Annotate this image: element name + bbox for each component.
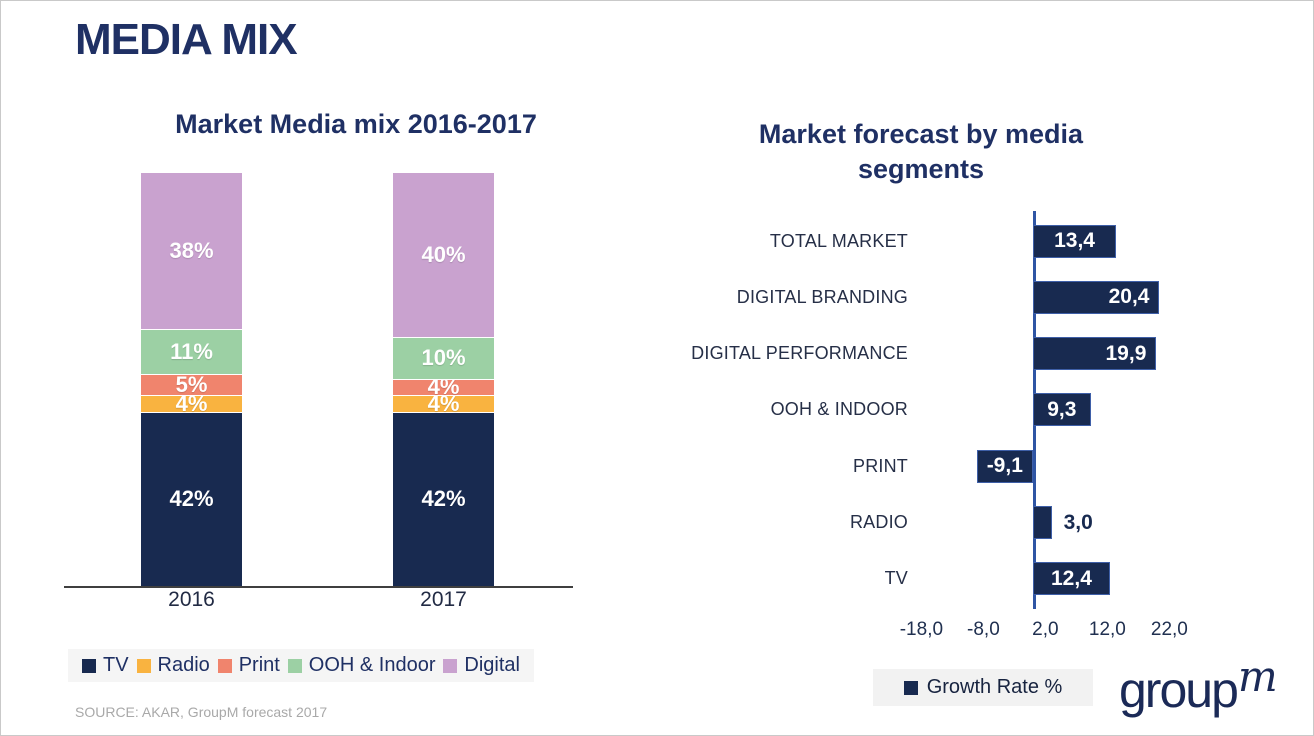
bar-digital-performance: 19,9 <box>1033 337 1157 370</box>
legend-item-digital: Digital <box>443 654 520 677</box>
bar-value-label: 12,4 <box>1051 566 1092 590</box>
logo-text-m: m <box>1237 652 1278 701</box>
segment-2016-radio: 4% <box>141 390 242 416</box>
x-tick-label-12-0: 12,0 <box>1088 619 1126 640</box>
category-label-ooh-indoor: OOH & INDOOR <box>770 399 908 420</box>
legend-label-digital: Digital <box>464 654 520 676</box>
segment-2016-print: 5% <box>141 372 242 398</box>
legend-label-radio: Radio <box>157 654 210 676</box>
bar-ooh-indoor: 9,3 <box>1033 393 1091 427</box>
legend-swatch-print <box>217 658 232 673</box>
legend-label-growth-rate: Growth Rate % <box>926 676 1063 698</box>
segment-2016-tv: 42% <box>141 412 242 586</box>
groupm-logo: groupm <box>1119 652 1278 719</box>
bar-radio <box>1033 505 1052 539</box>
legend-swatch-radio <box>136 658 151 673</box>
legend-item-ooh-indoor: OOH & Indoor <box>287 654 436 677</box>
segment-value-label: 38% <box>169 237 214 263</box>
legend-swatch-ooh-indoor <box>287 658 302 673</box>
category-label-total-market: TOTAL MARKET <box>769 230 908 251</box>
bar-value-label: 20,4 <box>1108 285 1150 309</box>
legend-label-tv: TV <box>103 654 129 676</box>
legend-swatch-digital <box>443 658 458 673</box>
legend-item-print: Print <box>217 654 280 677</box>
bar-print: -9,1 <box>976 449 1033 483</box>
category-label-2017: 2017 <box>420 588 467 611</box>
growth-rate-legend: Growth Rate % <box>873 669 1093 706</box>
x-tick-label-18-0: -18,0 <box>899 619 944 640</box>
bar-value-label: 3,0 <box>1063 510 1093 534</box>
category-label-digital-branding: DIGITAL BRANDING <box>736 286 908 307</box>
legend-swatch-tv <box>82 658 96 673</box>
bar-value-label: 9,3 <box>1047 397 1077 421</box>
segment-value-label: 4% <box>175 390 208 416</box>
segment-value-label: 42% <box>169 486 214 512</box>
segment-2016-ooh-indoor: 11% <box>141 329 242 376</box>
segment-value-label: 10% <box>421 345 466 371</box>
segment-2017-digital: 40% <box>393 173 494 339</box>
x-tick-label-22-0: 22,0 <box>1150 619 1188 640</box>
segment-2016-digital: 38% <box>141 173 242 330</box>
segment-2017-radio: 4% <box>393 390 494 416</box>
source-note: SOURCE: AKAR, GroupM forecast 2017 <box>75 704 328 720</box>
legend-item-tv: TV <box>82 654 129 677</box>
segment-2017-tv: 42% <box>393 412 494 586</box>
segment-2017-ooh-indoor: 10% <box>393 338 494 380</box>
bar-total-market: 13,4 <box>1033 224 1117 258</box>
bar-value-label: -9,1 <box>986 454 1023 477</box>
segment-value-label: 4% <box>427 374 460 400</box>
segment-value-label: 5% <box>175 372 208 398</box>
segment-value-label: 11% <box>170 339 213 365</box>
bar-value-label: 13,4 <box>1054 229 1095 252</box>
category-label-print: PRINT <box>853 455 908 476</box>
media-mix-legend: TV Radio Print OOH & Indoor Digital <box>68 649 534 682</box>
horizontal-bar-plot: TOTAL MARKET 13,4 DIGITAL BRANDING 20,4 DIGI… <box>661 211 1221 661</box>
stacked-bar-plot: 42% 4% 5% 11% 38% 2016 42% 4% 4% 10% 40% 2017 <box>64 173 573 611</box>
bar-value-label: 19,9 <box>1105 341 1147 365</box>
legend-label-ooh-indoor: OOH & Indoor <box>308 654 436 676</box>
page-title: MEDIA MIX <box>75 15 298 64</box>
legend-label-print: Print <box>238 654 280 676</box>
bar-digital-branding: 20,4 <box>1033 280 1160 314</box>
category-label-radio: RADIO <box>849 511 908 532</box>
media-mix-chart-title: Market Media mix 2016-2017 <box>175 109 537 139</box>
x-tick-label-8-0: -8,0 <box>967 619 1000 640</box>
legend-item-radio: Radio <box>136 654 210 677</box>
segment-value-label: 4% <box>427 390 460 416</box>
logo-text-group: group <box>1119 662 1239 718</box>
category-label-tv: TV <box>884 568 908 588</box>
segment-value-label: 42% <box>421 486 466 512</box>
legend-swatch-growth-rate <box>903 680 918 695</box>
category-label-digital-performance: DIGITAL PERFORMANCE <box>691 343 908 363</box>
bar-tv: 12,4 <box>1033 562 1110 595</box>
category-label-2016: 2016 <box>168 588 215 611</box>
x-tick-label-2-0: 2,0 <box>1032 619 1059 640</box>
forecast-chart-title: Market forecast by media segments <box>758 119 1084 185</box>
segment-value-label: 40% <box>421 242 466 268</box>
segment-2017-print: 4% <box>393 376 494 398</box>
